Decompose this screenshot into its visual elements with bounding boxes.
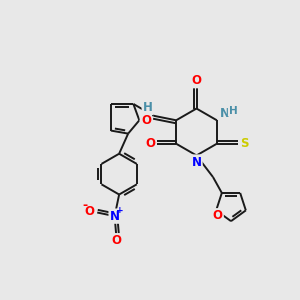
Text: +: + [116, 206, 124, 215]
Text: N: N [110, 210, 120, 223]
Text: H: H [227, 104, 237, 117]
Text: O: O [141, 114, 151, 127]
Text: N: N [220, 107, 230, 120]
Text: O: O [213, 209, 223, 222]
Text: N: N [191, 156, 202, 169]
Text: H: H [143, 101, 153, 114]
Text: O: O [85, 206, 95, 218]
Text: O: O [191, 74, 202, 87]
Text: O: O [111, 234, 121, 247]
Text: O: O [145, 137, 155, 150]
Text: H: H [229, 106, 238, 116]
Text: S: S [240, 137, 249, 150]
Text: N: N [220, 107, 230, 120]
Text: -: - [82, 200, 87, 212]
